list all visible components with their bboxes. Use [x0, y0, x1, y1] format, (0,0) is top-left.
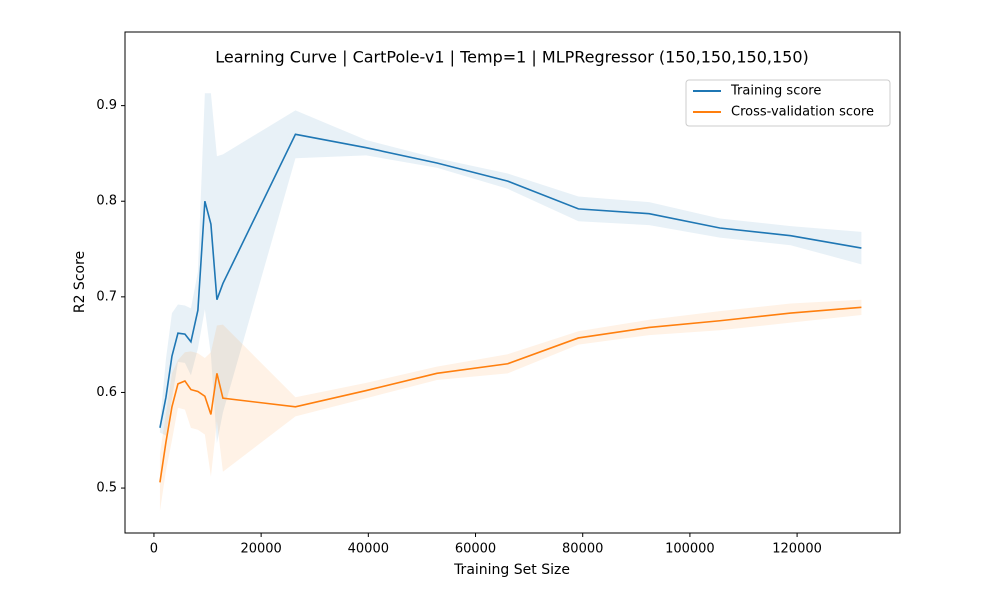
chart-title: Learning Curve | CartPole-v1 | Temp=1 | … — [215, 48, 809, 67]
legend-label: Cross-validation score — [731, 105, 874, 120]
plot-frame — [124, 31, 901, 534]
x-tick-label: 100000 — [665, 542, 715, 557]
x-tick-label: 60000 — [455, 542, 496, 557]
series-line — [159, 306, 862, 483]
series-line — [159, 133, 862, 428]
x-tick-label: 80000 — [562, 542, 603, 557]
legend-box — [685, 79, 891, 127]
x-tick-label: 0 — [150, 542, 158, 557]
x-tick-label: 20000 — [240, 542, 281, 557]
y-tick-label: 0.7 — [96, 289, 117, 304]
y-axis-label: R2 Score — [72, 251, 88, 313]
x-tick-label: 120000 — [772, 542, 822, 557]
y-tick-label: 0.8 — [96, 194, 117, 209]
confidence-band — [159, 299, 862, 512]
x-axis-label: Training Set Size — [453, 562, 570, 578]
x-tick-label: 40000 — [348, 542, 389, 557]
y-tick-label: 0.5 — [96, 481, 117, 496]
y-tick-label: 0.9 — [96, 98, 117, 113]
legend-label: Training score — [730, 84, 821, 99]
y-tick-label: 0.6 — [96, 385, 117, 400]
